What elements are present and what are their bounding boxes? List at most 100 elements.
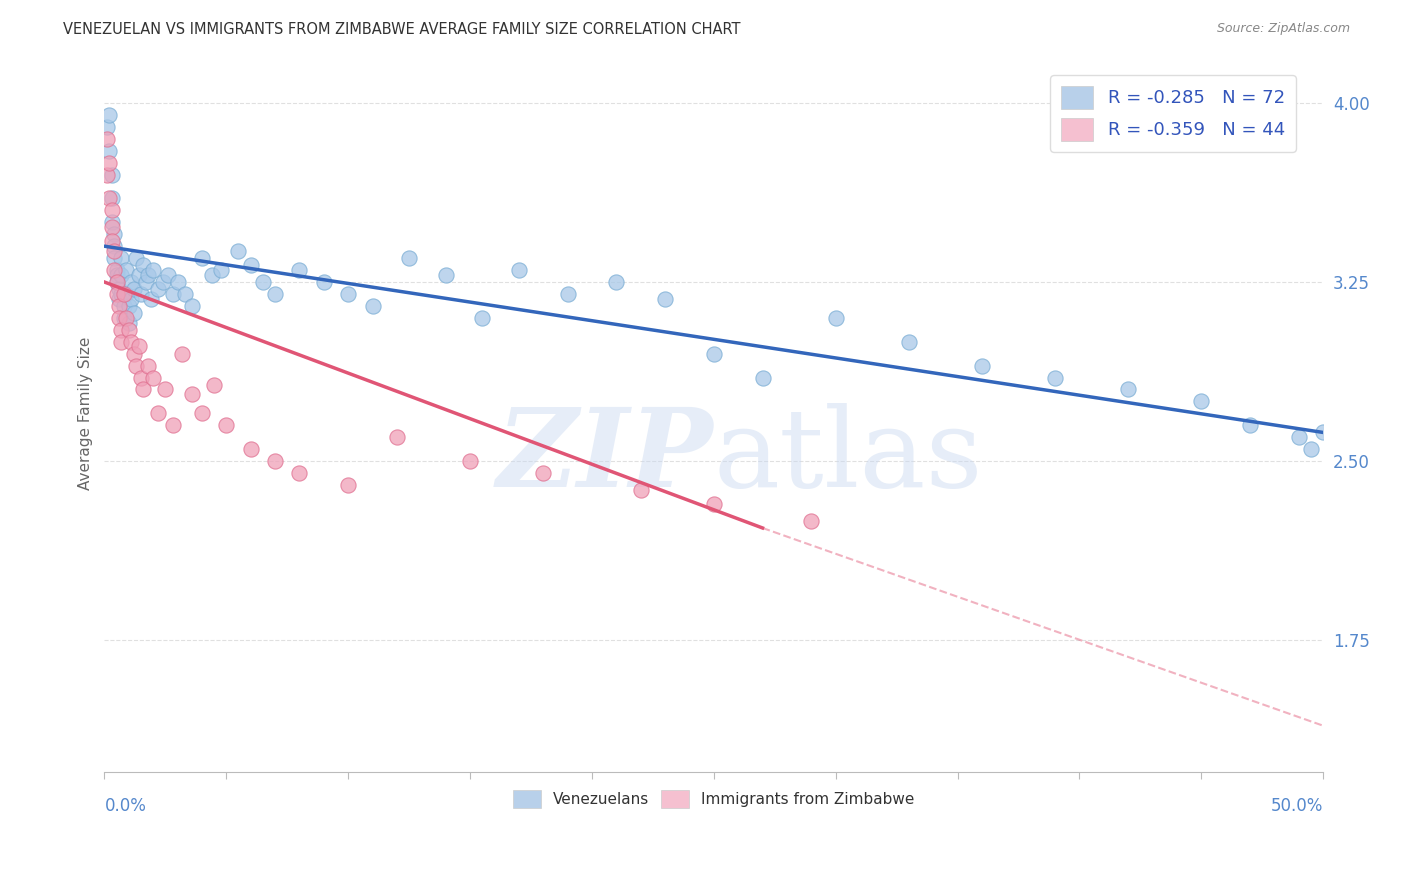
Point bbox=[100, 191, 122, 205]
Point bbox=[191, 406, 214, 420]
Point bbox=[288, 263, 311, 277]
Point bbox=[112, 310, 135, 325]
Point bbox=[228, 244, 250, 258]
Point bbox=[98, 155, 121, 169]
Point bbox=[385, 430, 408, 444]
Point bbox=[1116, 383, 1139, 397]
Point bbox=[125, 359, 148, 373]
Text: 0.0%: 0.0% bbox=[104, 797, 146, 814]
Point bbox=[800, 514, 823, 528]
Point bbox=[312, 275, 335, 289]
Point bbox=[136, 359, 159, 373]
Point bbox=[1299, 442, 1322, 457]
Point bbox=[1189, 394, 1212, 409]
Point bbox=[112, 287, 135, 301]
Y-axis label: Average Family Size: Average Family Size bbox=[79, 336, 93, 490]
Point bbox=[110, 334, 132, 349]
Point bbox=[105, 263, 128, 277]
Point bbox=[120, 334, 142, 349]
Point bbox=[110, 268, 132, 282]
Point bbox=[100, 220, 122, 235]
Point bbox=[129, 287, 152, 301]
Point bbox=[105, 275, 128, 289]
Point bbox=[191, 251, 214, 265]
Point bbox=[110, 287, 132, 301]
Point bbox=[108, 299, 131, 313]
Point bbox=[970, 359, 993, 373]
Point bbox=[181, 387, 204, 401]
Point bbox=[103, 244, 125, 258]
Text: 50.0%: 50.0% bbox=[1271, 797, 1323, 814]
Point bbox=[471, 310, 494, 325]
Point bbox=[152, 275, 174, 289]
Point bbox=[162, 418, 184, 433]
Point bbox=[173, 287, 195, 301]
Point bbox=[654, 292, 676, 306]
Point bbox=[128, 268, 150, 282]
Point bbox=[264, 287, 287, 301]
Point bbox=[156, 268, 179, 282]
Point bbox=[112, 299, 135, 313]
Point bbox=[434, 268, 457, 282]
Point bbox=[703, 497, 725, 511]
Point bbox=[136, 268, 159, 282]
Text: ZIP: ZIP bbox=[498, 402, 714, 510]
Point bbox=[337, 287, 360, 301]
Point bbox=[105, 268, 128, 282]
Point bbox=[703, 346, 725, 360]
Point bbox=[162, 287, 184, 301]
Point bbox=[110, 323, 132, 337]
Point bbox=[118, 323, 141, 337]
Point bbox=[125, 251, 148, 265]
Point bbox=[751, 370, 773, 384]
Point bbox=[110, 251, 132, 265]
Point bbox=[96, 132, 118, 146]
Point bbox=[146, 406, 169, 420]
Point bbox=[1239, 418, 1261, 433]
Point bbox=[100, 168, 122, 182]
Point bbox=[166, 275, 188, 289]
Point bbox=[103, 263, 125, 277]
Point bbox=[897, 334, 920, 349]
Point bbox=[120, 292, 142, 306]
Point bbox=[824, 310, 846, 325]
Point bbox=[142, 263, 165, 277]
Point bbox=[100, 235, 122, 249]
Point bbox=[239, 442, 262, 457]
Point bbox=[361, 299, 384, 313]
Point bbox=[239, 258, 262, 272]
Point bbox=[252, 275, 274, 289]
Point bbox=[201, 268, 224, 282]
Point bbox=[142, 370, 165, 384]
Point bbox=[98, 191, 121, 205]
Point bbox=[557, 287, 579, 301]
Point bbox=[96, 168, 118, 182]
Point bbox=[337, 478, 360, 492]
Point bbox=[630, 483, 652, 497]
Point bbox=[288, 466, 311, 480]
Point bbox=[1312, 425, 1334, 440]
Point bbox=[215, 418, 238, 433]
Text: atlas: atlas bbox=[714, 403, 983, 510]
Point bbox=[118, 299, 141, 313]
Point bbox=[122, 282, 145, 296]
Point bbox=[115, 310, 138, 325]
Point bbox=[132, 383, 155, 397]
Point bbox=[108, 282, 131, 296]
Point bbox=[118, 316, 141, 330]
Point bbox=[209, 263, 232, 277]
Point bbox=[172, 346, 194, 360]
Point bbox=[96, 120, 118, 134]
Point bbox=[120, 275, 142, 289]
Point bbox=[128, 339, 150, 353]
Point bbox=[115, 287, 138, 301]
Point bbox=[398, 251, 420, 265]
Point bbox=[108, 310, 131, 325]
Point bbox=[146, 282, 169, 296]
Point bbox=[103, 239, 125, 253]
Point bbox=[115, 263, 138, 277]
Point bbox=[105, 275, 128, 289]
Point bbox=[122, 346, 145, 360]
Point bbox=[531, 466, 554, 480]
Text: Source: ZipAtlas.com: Source: ZipAtlas.com bbox=[1216, 22, 1350, 36]
